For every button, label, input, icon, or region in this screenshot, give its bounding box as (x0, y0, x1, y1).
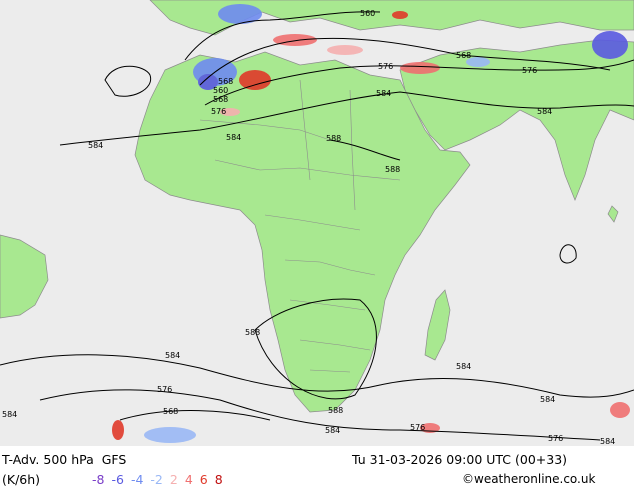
contour-label: 584 (226, 133, 241, 142)
land (0, 0, 634, 413)
borders (199, 79, 401, 373)
cold-adv-patch (144, 427, 196, 443)
contour-label: 584 (88, 141, 103, 150)
contour-label: 584 (2, 410, 17, 419)
color-scale: -8 -6 -4 -2 2 4 6 8 (92, 472, 230, 487)
contour-label: 584 (456, 362, 471, 371)
land-south-america (0, 234, 49, 319)
scale-value: -4 (130, 472, 144, 487)
contour-label: 568 (213, 95, 228, 104)
contour-label: 584 (600, 437, 615, 446)
contour-closed (104, 65, 152, 97)
scale-value: 8 (214, 472, 223, 487)
cold-adv-patch (592, 31, 628, 59)
contour-588 (329, 139, 401, 161)
contour-588-south (254, 298, 377, 400)
scale-value: 4 (184, 472, 193, 487)
map-title: T-Adv. 500 hPa GFS (2, 452, 127, 467)
valid-time: Tu 31-03-2026 09:00 UTC (00+33) (352, 452, 568, 467)
cold-adv-patch (218, 4, 262, 24)
warm-adv-patch (327, 45, 363, 55)
scale-value: -8 (92, 472, 105, 487)
contour-584 (59, 91, 634, 146)
cold-adv-patch (198, 74, 218, 90)
contour-label: 584 (325, 426, 340, 435)
contour-label-group: 560 568 576 584 588 560 568 576 584 588 … (2, 9, 615, 446)
warm-adv-patch (112, 420, 124, 440)
contour-label: 588 (326, 134, 341, 143)
land-madagascar (424, 289, 451, 361)
contour-584-south (0, 354, 634, 398)
contour-label: 584 (540, 395, 555, 404)
scale-value: 2 (169, 472, 178, 487)
contour-label: 584 (376, 89, 391, 98)
warm-adv-patch (239, 70, 271, 90)
scale-value: -2 (150, 472, 163, 487)
contour-closed-2 (559, 244, 577, 264)
land-sri-lanka (607, 205, 619, 223)
contour-label: 576 (378, 62, 393, 71)
contour-label: 576 (410, 423, 425, 432)
contour-label: 576 (211, 107, 226, 116)
contour-576-south (39, 389, 601, 441)
warm-adv-patch (610, 402, 630, 418)
contour-label: 568 (218, 77, 233, 86)
scale-value: -6 (111, 472, 124, 487)
contour-label: 560 (213, 86, 228, 95)
warm-adv-patch (220, 108, 240, 116)
weather-map: 560 568 576 584 588 560 568 576 584 588 … (0, 0, 634, 446)
contour-560 (184, 11, 381, 61)
contours (0, 11, 634, 441)
warm-adv-patch (392, 11, 408, 19)
contour-label: 576 (157, 385, 172, 394)
legend-bar: T-Adv. 500 hPa GFS Tu 31-03-2026 09:00 U… (0, 446, 634, 490)
scale-value: 6 (199, 472, 208, 487)
contour-label: 560 (360, 9, 375, 18)
contour-label: 588 (385, 165, 400, 174)
land-africa (134, 51, 471, 413)
contour-label: 568 (456, 51, 471, 60)
advection-patches (112, 4, 630, 443)
land-europe (149, 0, 634, 36)
warm-adv-patch (273, 34, 317, 46)
land-asia (399, 39, 634, 201)
contour-label: 576 (522, 66, 537, 75)
contour-576 (204, 59, 634, 106)
cold-adv-patch (466, 57, 490, 67)
contour-label: 576 (548, 434, 563, 443)
credit-link[interactable]: ©weatheronline.co.uk (462, 472, 596, 486)
contour-label: 584 (165, 351, 180, 360)
model-name: GFS (101, 452, 127, 467)
warm-adv-patch (400, 62, 440, 74)
contour-label: 584 (537, 107, 552, 116)
contour-label: 568 (163, 407, 178, 416)
contour-label: 588 (245, 328, 260, 337)
contour-568 (199, 37, 611, 86)
contour-568-south (119, 410, 271, 421)
units-label: (K/6h) (2, 472, 41, 487)
contour-label: 588 (328, 406, 343, 415)
